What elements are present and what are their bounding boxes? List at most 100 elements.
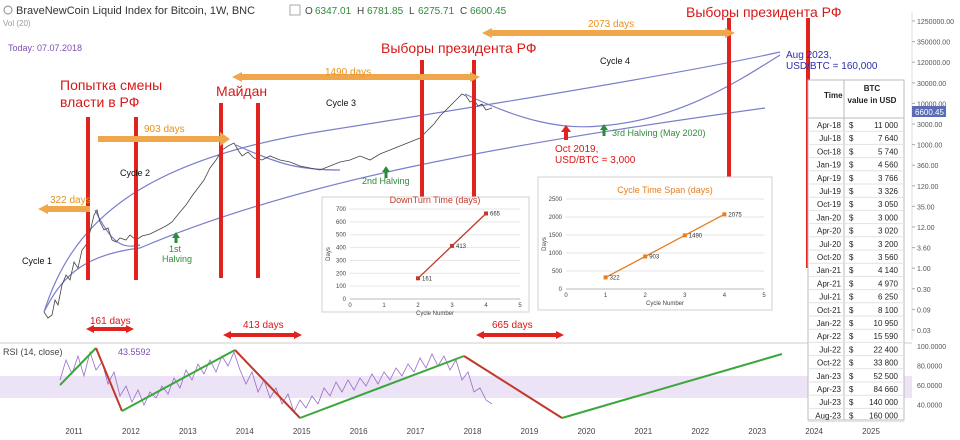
inset-y-tick: 500 (552, 269, 563, 275)
table-cell-time: Jan-19 (817, 161, 842, 170)
table-cell-time: Jul-19 (819, 187, 841, 196)
cycle3-label: Cycle 3 (326, 98, 356, 108)
rsi-red-3 (463, 355, 563, 419)
rsi-green-1 (59, 347, 97, 386)
inset-point (722, 212, 727, 217)
table-cell-time: Apr-23 (817, 385, 842, 394)
time-tick-label: 2018 (464, 427, 482, 436)
inset-y-label: Days (326, 247, 332, 261)
settings-icon[interactable] (289, 4, 301, 16)
inset-x-tick: 5 (762, 293, 766, 299)
table-cell-time: Apr-18 (817, 121, 842, 130)
table-cell-currency: $ (849, 200, 854, 209)
price-tick-label: 1.00 (917, 266, 931, 273)
price-tick-label: 3.60 (917, 246, 931, 253)
table-header-value: value in USD (848, 96, 897, 105)
table-cell-currency: $ (849, 147, 854, 156)
annotation-maidan: Майдан (216, 83, 267, 99)
inset-y-tick: 0 (343, 297, 347, 303)
label-413-days: 413 days (243, 320, 284, 331)
table-cell-time: Apr-22 (817, 332, 842, 341)
downturn-time-chart: DownTurn Time (days) 0 100 200 300 400 500 600 7… (321, 195, 530, 317)
chart-title: BraveNewCoin Liquid Index for Bitcoin, 1… (16, 5, 255, 17)
inset-y-tick: 1500 (549, 233, 563, 239)
inset-data-label: 161 (422, 276, 433, 282)
inset-y-tick: 0 (559, 287, 563, 293)
table-cell-time: Jul-21 (819, 293, 841, 302)
inset-y-tick: 400 (336, 246, 347, 252)
inset-x-tick: 4 (484, 303, 488, 309)
table-cell-time: Jul-18 (819, 134, 841, 143)
time-tick-label: 2012 (122, 427, 140, 436)
label-1490-days: 1490 days (325, 67, 371, 78)
downturn-chart-frame (321, 196, 530, 313)
cycle1-label: Cycle 1 (22, 256, 52, 266)
inset-point (682, 233, 687, 238)
price-tick-label: 10000.00 (917, 101, 946, 108)
inset-title: DownTurn Time (days) (390, 195, 481, 205)
table-cell-value: 3 326 (878, 187, 899, 196)
inset-y-tick: 200 (336, 271, 347, 277)
table-cell-value: 3 000 (878, 213, 899, 222)
inset-x-tick: 0 (348, 303, 352, 309)
ohlc-open-value: 6347.01 (315, 6, 352, 17)
table-cell-value: 3 200 (878, 240, 899, 249)
inset-x-tick: 0 (564, 293, 568, 299)
time-tick-label: 2017 (407, 427, 425, 436)
inset-y-tick: 600 (336, 220, 347, 226)
inset-data-label: 1490 (689, 233, 703, 239)
cycle4-label: Cycle 4 (600, 56, 630, 66)
rsi-red-1 (95, 347, 123, 412)
table-cell-currency: $ (849, 161, 854, 170)
cycle-span-chart-frame (537, 176, 773, 311)
table-cell-time: Apr-19 (817, 174, 842, 183)
table-cell-currency: $ (849, 279, 854, 288)
inset-point (484, 211, 488, 216)
inset-x-tick: 1 (604, 293, 608, 299)
cycle3-bottom-arc (464, 54, 781, 128)
btc-forecast-table: Time BTC value in USD Apr-18 $11 000 Jul-18 $7… (807, 79, 905, 423)
label-2073-days: 2073 days (588, 19, 634, 30)
table-cell-currency: $ (849, 213, 854, 222)
table-cell-currency: $ (849, 319, 854, 328)
symbol-icon[interactable] (3, 5, 13, 15)
table-cell-value: 8 100 (878, 306, 899, 315)
inset-data-label: 903 (649, 254, 660, 260)
chart-header: BraveNewCoin Liquid Index for Bitcoin, 1… (3, 4, 507, 53)
cycle-time-span-chart: Cycle Time Span (days)050010001500200025… (537, 176, 773, 311)
inset-y-tick: 1000 (549, 251, 563, 257)
table-cell-value: 4 140 (878, 266, 899, 275)
time-tick-label: 2011 (65, 427, 83, 436)
price-tick-label: 0.30 (917, 287, 931, 294)
time-tick-label: 2020 (577, 427, 595, 436)
table-cell-currency: $ (849, 372, 854, 381)
rsi-tick-label: 80.0000 (917, 364, 942, 371)
inset-x-tick: 1 (382, 303, 386, 309)
ohlc-open-key: O (305, 6, 313, 17)
halving3-arrow-icon (600, 124, 608, 136)
halving1-label-1: 1st (169, 244, 182, 254)
table-cell-currency: $ (849, 306, 854, 315)
inset-series-line (605, 213, 725, 278)
rsi-green-4 (561, 353, 783, 419)
price-tick-label: 1000.00 (917, 143, 942, 150)
table-cell-currency: $ (849, 345, 854, 354)
oct2019-arrow-icon (561, 125, 571, 140)
rsi-tick-label: 100.0000 (917, 344, 946, 351)
inset-data-label: 413 (456, 244, 467, 250)
oct2019-label-2: USD/BTC = 3,000 (555, 155, 636, 166)
table-cell-value: 3 766 (878, 174, 899, 183)
annotation-elections: Выборы президента РФ (381, 40, 536, 56)
table-cell-value: 52 500 (874, 372, 899, 381)
time-tick-label: 2022 (691, 427, 709, 436)
label-322-days: 322 days (50, 195, 91, 206)
rsi-value: 43.5592 (118, 347, 151, 357)
table-cell-time: Apr-20 (817, 227, 842, 236)
ohlc-low-value: 6275.71 (418, 6, 455, 17)
halving3-label: 3rd Halving (May 2020) (612, 128, 706, 138)
table-cell-value: 3 050 (878, 200, 899, 209)
time-tick-label: 2015 (293, 427, 311, 436)
annotation-coup-line1: Попытка смены (60, 77, 162, 93)
inset-y-tick: 300 (336, 258, 347, 264)
